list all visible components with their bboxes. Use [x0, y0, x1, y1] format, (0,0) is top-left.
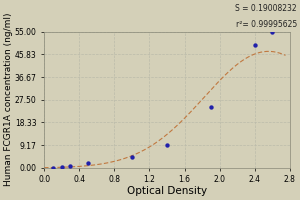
Point	[68, 164, 73, 167]
Y-axis label: Human FCGR1A concentration (ng/ml): Human FCGR1A concentration (ng/ml)	[4, 13, 13, 186]
Point	[59, 165, 64, 169]
Text: r²= 0.99995625: r²= 0.99995625	[236, 20, 297, 29]
Point	[50, 166, 55, 169]
Point	[85, 162, 90, 165]
X-axis label: Optical Density: Optical Density	[127, 186, 207, 196]
Point	[208, 106, 213, 109]
Point	[130, 155, 134, 158]
Point	[165, 143, 170, 147]
Point	[270, 30, 275, 33]
Point	[252, 44, 257, 47]
Text: S = 0.19008232: S = 0.19008232	[236, 4, 297, 13]
